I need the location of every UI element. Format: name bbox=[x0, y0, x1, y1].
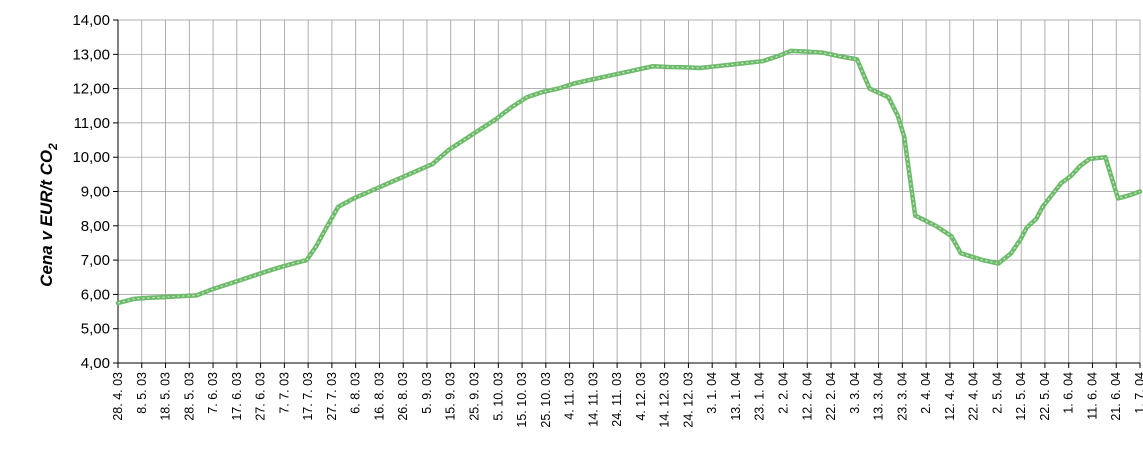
y-tick-label: 6,00 bbox=[81, 286, 110, 303]
x-tick-label: 15. 10. 03 bbox=[515, 372, 529, 428]
y-tick-label: 9,00 bbox=[81, 184, 110, 201]
y-axis-title-text: Cena v EUR/t CO bbox=[37, 150, 56, 287]
y-axis-title: Cena v EUR/t CO2 bbox=[37, 143, 60, 287]
y-tick-label: 5,00 bbox=[81, 321, 110, 338]
x-tick-label: 27. 7. 03 bbox=[325, 372, 339, 421]
x-tick-label: 14. 11. 03 bbox=[586, 372, 600, 427]
x-tick-label: 3. 3. 04 bbox=[848, 372, 862, 414]
x-tick-label: 5. 10. 03 bbox=[491, 372, 505, 421]
x-tick-label: 7. 6. 03 bbox=[206, 372, 220, 414]
x-tick-label: 4. 11. 03 bbox=[563, 372, 577, 420]
y-tick-label: 4,00 bbox=[81, 355, 110, 372]
x-tick-label: 4. 12. 03 bbox=[634, 372, 648, 421]
y-tick-label: 13,00 bbox=[72, 46, 110, 63]
x-tick-label: 17. 6. 03 bbox=[230, 372, 244, 421]
x-tick-label: 21. 6. 04 bbox=[1109, 372, 1123, 421]
x-tick-label: 3. 1. 04 bbox=[705, 372, 719, 414]
x-tick-label: 14. 12. 03 bbox=[658, 372, 672, 428]
x-tick-label: 12. 2. 04 bbox=[800, 372, 814, 421]
x-tick-label: 24. 12. 03 bbox=[681, 372, 695, 428]
x-axis-ticks: 28. 4. 03 8. 5. 03 18. 5. 03 28. 5. 03 7. 6.… bbox=[111, 363, 1143, 428]
x-tick-label: 5. 9. 03 bbox=[420, 372, 434, 414]
x-tick-label: 12. 5. 04 bbox=[1014, 372, 1028, 421]
x-tick-label: 27. 6. 03 bbox=[254, 372, 268, 421]
x-tick-label: 22. 5. 04 bbox=[1038, 372, 1052, 421]
x-tick-label: 2. 4. 04 bbox=[919, 372, 933, 414]
x-tick-label: 24. 11. 03 bbox=[610, 372, 624, 427]
y-tick-label: 10,00 bbox=[72, 149, 110, 166]
series bbox=[115, 48, 1143, 306]
x-tick-label: 22. 4. 04 bbox=[967, 372, 981, 421]
x-tick-label: 23. 3. 04 bbox=[895, 372, 909, 421]
x-tick-label: 25. 9. 03 bbox=[468, 372, 482, 421]
y-axis-ticks: 4,00 5,00 6,00 7,00 8,00 9,00 10,00 11,00 12,00 1… bbox=[72, 12, 118, 372]
y-tick-label: 14,00 bbox=[72, 12, 110, 29]
x-tick-label: 25. 10. 03 bbox=[539, 372, 553, 428]
series-line bbox=[115, 48, 1143, 306]
x-tick-label: 18. 5. 03 bbox=[159, 372, 173, 421]
y-tick-label: 7,00 bbox=[81, 252, 110, 269]
x-tick-label: 2. 5. 04 bbox=[990, 372, 1004, 414]
x-tick-label: 8. 5. 03 bbox=[135, 372, 149, 414]
x-tick-label: 26. 8. 03 bbox=[396, 372, 410, 421]
x-tick-label: 22. 2. 04 bbox=[824, 372, 838, 421]
x-tick-label: 23. 1. 04 bbox=[753, 372, 767, 421]
x-tick-label: 17. 7. 03 bbox=[301, 372, 315, 421]
x-tick-label: 7. 7. 03 bbox=[277, 372, 291, 414]
y-axis-title-subscript: 2 bbox=[46, 143, 60, 151]
x-tick-label: 15. 9. 03 bbox=[444, 372, 458, 421]
x-tick-label: 6. 8. 03 bbox=[349, 372, 363, 414]
x-tick-label: 16. 8. 03 bbox=[372, 372, 386, 421]
x-tick-label: 1. 6. 04 bbox=[1062, 372, 1076, 414]
y-tick-label: 11,00 bbox=[74, 115, 110, 132]
grid bbox=[117, 19, 1141, 363]
x-tick-label: 11. 6. 04 bbox=[1085, 372, 1099, 420]
y-tick-label: 8,00 bbox=[81, 218, 110, 235]
x-tick-label: 1. 7. 04 bbox=[1133, 372, 1143, 414]
x-tick-label: 13. 1. 04 bbox=[729, 372, 743, 421]
y-tick-label: 12,00 bbox=[72, 81, 110, 98]
x-tick-label: 28. 5. 03 bbox=[182, 372, 196, 421]
x-tick-label: 12. 4. 04 bbox=[943, 372, 957, 421]
x-tick-label: 28. 4. 03 bbox=[111, 372, 125, 421]
x-tick-label: 2. 2. 04 bbox=[776, 372, 790, 414]
x-tick-label: 13. 3. 04 bbox=[872, 372, 886, 421]
